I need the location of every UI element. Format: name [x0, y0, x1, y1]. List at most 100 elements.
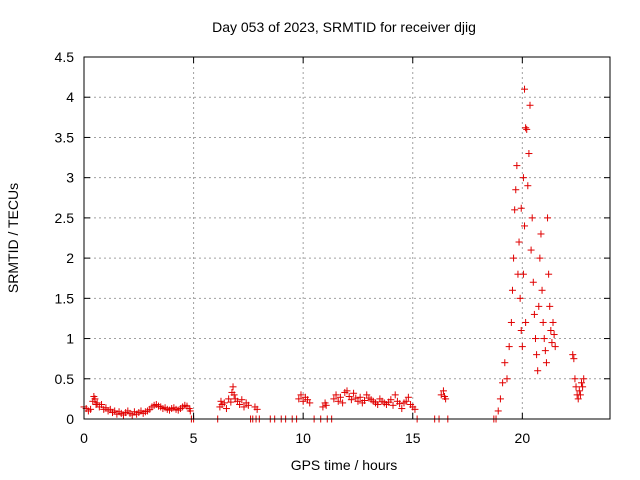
data-point — [236, 401, 244, 409]
data-point — [389, 401, 397, 409]
data-point — [217, 397, 225, 405]
data-point — [524, 182, 532, 190]
data-point — [528, 214, 536, 222]
data-point — [501, 359, 509, 367]
data-point — [510, 254, 518, 262]
data-point — [570, 355, 578, 363]
data-point — [411, 405, 419, 413]
data-point — [396, 400, 404, 408]
data-point — [546, 302, 554, 310]
x-tick-label: 0 — [80, 430, 88, 446]
y-axis-ticks: 0 0.5 1 1.5 2 2.5 3 3.5 4 4.5 — [55, 49, 610, 427]
data-point — [87, 405, 95, 413]
data-point — [343, 387, 351, 395]
data-point — [545, 270, 553, 278]
data-point — [322, 401, 330, 409]
data-point — [576, 391, 584, 399]
data-point — [513, 162, 521, 170]
data-point — [356, 393, 364, 401]
grid-lines — [84, 57, 610, 419]
data-point — [547, 327, 555, 335]
data-point — [548, 339, 556, 347]
y-tick-label: 0.5 — [55, 371, 75, 387]
data-point — [186, 407, 194, 415]
data-point — [512, 186, 520, 194]
y-tick-label: 4.5 — [55, 49, 75, 65]
data-point — [391, 391, 399, 399]
data-point — [527, 246, 535, 254]
data-point — [93, 399, 101, 407]
data-point — [574, 395, 582, 403]
data-point — [398, 405, 406, 413]
data-point — [550, 331, 558, 339]
data-point — [519, 270, 527, 278]
data-point — [505, 343, 513, 351]
chart-title: Day 053 of 2023, SRMTID for receiver dji… — [212, 19, 476, 35]
data-point — [537, 230, 545, 238]
data-point — [306, 399, 314, 407]
data-point — [539, 318, 547, 326]
y-tick-label: 2.5 — [55, 210, 75, 226]
y-tick-label: 4 — [66, 89, 74, 105]
data-point — [354, 397, 362, 405]
data-point — [297, 391, 305, 399]
data-point — [538, 286, 546, 294]
data-point — [503, 375, 511, 383]
data-point — [508, 286, 516, 294]
data-point — [229, 383, 237, 391]
data-points — [80, 85, 588, 423]
data-point — [534, 367, 542, 375]
data-point — [541, 347, 549, 355]
data-point — [319, 403, 327, 411]
data-point — [330, 395, 338, 403]
data-point — [222, 405, 230, 413]
data-point — [220, 399, 228, 407]
data-point — [530, 310, 538, 318]
data-point — [442, 395, 450, 403]
data-point — [575, 387, 583, 395]
data-point — [494, 407, 502, 415]
data-point — [578, 379, 586, 387]
x-tick-label: 15 — [405, 430, 421, 446]
data-point — [525, 150, 533, 158]
x-axis-label: GPS time / hours — [291, 457, 398, 473]
data-point — [347, 396, 355, 404]
data-point — [544, 214, 552, 222]
data-point — [507, 318, 515, 326]
data-point — [569, 351, 577, 359]
data-point — [339, 399, 347, 407]
data-point — [439, 387, 447, 395]
data-point — [499, 379, 507, 387]
data-point — [404, 393, 412, 401]
data-point — [572, 383, 580, 391]
data-point — [295, 395, 303, 403]
data-point — [580, 375, 588, 383]
y-tick-label: 2 — [66, 250, 74, 266]
data-point — [531, 335, 539, 343]
data-point — [571, 375, 579, 383]
data-point — [549, 318, 557, 326]
data-point — [350, 389, 358, 397]
data-point — [540, 335, 548, 343]
y-tick-label: 1 — [66, 331, 74, 347]
data-point — [334, 397, 342, 405]
data-point — [551, 343, 559, 351]
data-point — [523, 125, 531, 133]
data-point — [253, 405, 261, 413]
data-point — [542, 359, 550, 367]
data-point — [230, 391, 238, 399]
data-point — [579, 383, 587, 391]
plot-frame — [83, 56, 611, 420]
data-point — [496, 395, 504, 403]
data-point — [517, 204, 525, 212]
x-axis-ticks: 0 5 10 15 20 — [80, 57, 530, 446]
data-point — [518, 343, 526, 351]
data-point — [387, 396, 395, 404]
data-point — [521, 85, 529, 93]
x-tick-label: 20 — [515, 430, 531, 446]
y-tick-label: 0 — [66, 411, 74, 427]
data-point — [361, 396, 369, 404]
y-axis-label: SRMTID / TECUs — [5, 183, 21, 293]
data-point — [535, 302, 543, 310]
